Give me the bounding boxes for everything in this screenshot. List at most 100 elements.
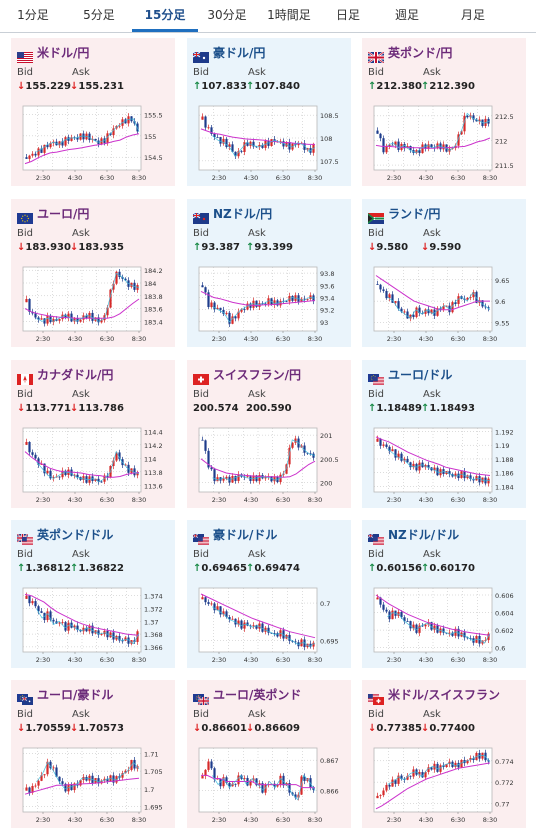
tab-8[interactable]: 月足 xyxy=(460,8,485,22)
candle-body xyxy=(436,763,439,772)
rate-card[interactable]: 米ドル/スイスフラン Bid Ask ↓0.77385 ↓0.77400 0.77 0.77… xyxy=(362,680,526,828)
candle-body xyxy=(31,785,34,793)
chart-container[interactable]: 200 200.5 201 2:30 4:30 6:30 8:30 xyxy=(193,422,345,510)
ask-value-number: 9.590 xyxy=(429,242,462,253)
moving-average-line xyxy=(24,777,140,795)
rate-card[interactable]: スイスフラン/円 Bid Ask 200.574 200.590 200 200.5 201 2… xyxy=(187,360,351,508)
chart-container[interactable]: 154.5 155 155.5 2:30 4:30 6:30 8:30 xyxy=(17,100,169,188)
candle-body xyxy=(219,606,222,615)
tab-2[interactable]: 5分足 xyxy=(83,8,115,22)
candle-body xyxy=(210,302,213,308)
tab-1[interactable]: 1分足 xyxy=(17,8,49,22)
chart-container[interactable]: 1.184 1.186 1.188 1.19 1.192 2:30 4:30 6:30 8:30 xyxy=(368,422,520,510)
candle-body xyxy=(243,622,246,629)
candle-body xyxy=(46,144,49,148)
ask-value: ↓1.70573 xyxy=(70,723,124,734)
chart-container[interactable]: 0.866 0.867 2:30 4:30 6:30 8:30 xyxy=(193,742,345,830)
x-tick-label: 2:30 xyxy=(387,816,402,824)
chart-container[interactable]: 9.55 9.6 9.65 2:30 4:30 6:30 8:30 xyxy=(368,261,520,349)
candle-body xyxy=(225,611,228,618)
tab-7[interactable]: 週足 xyxy=(394,8,419,22)
chart-container[interactable]: 183.4 183.6 183.8 184 184.2 2:30 4:30 6:30 8:30 xyxy=(17,261,169,349)
rate-card[interactable]: 豪ドル/円 Bid Ask ↑107.833 ↑107.840 107.5 108 108.5… xyxy=(187,38,351,186)
candle-body xyxy=(385,609,388,612)
y-tick-label: 0.867 xyxy=(320,757,339,765)
candle-body xyxy=(76,474,79,478)
rate-card[interactable]: ユーロ/英ポンド Bid Ask ↓0.86601 ↓0.86609 0.866 0.867… xyxy=(187,680,351,828)
y-tick-label: 1.192 xyxy=(495,428,514,436)
rate-card[interactable]: NZドル/円 Bid Ask ↑93.387 ↑93.399 93 93.2 93.4 93.6… xyxy=(187,199,351,347)
rate-card[interactable]: 英ポンド/ドル Bid Ask ↑1.36812 ↑1.36822 1.366 1.368 1… xyxy=(11,520,175,668)
pair-title[interactable]: スイスフラン/円 xyxy=(213,368,302,382)
tab-6[interactable]: 日足 xyxy=(335,8,360,22)
y-tick-label: 155 xyxy=(144,133,156,141)
pair-title[interactable]: 豪ドル/円 xyxy=(213,46,266,60)
tab-5[interactable]: 1時間足 xyxy=(267,8,311,22)
candle-body xyxy=(118,125,121,127)
ask-value: ↓155.231 xyxy=(70,81,124,92)
candle-body xyxy=(388,446,391,452)
pair-title[interactable]: カナダドル/円 xyxy=(37,368,114,382)
chart-container[interactable]: 93 93.2 93.4 93.6 93.8 2:30 4:30 6:30 8:30 xyxy=(193,261,345,349)
x-tick-label: 4:30 xyxy=(244,656,259,664)
candle-body xyxy=(451,632,454,636)
arrow-down-icon: ↓ xyxy=(70,242,79,253)
chart-container[interactable]: 211.5 212 212.5 2:30 4:30 6:30 8:30 xyxy=(368,100,520,188)
pair-title[interactable]: 米ドル/円 xyxy=(37,46,90,60)
price-line xyxy=(212,606,316,648)
pair-title[interactable]: 英ポンド/円 xyxy=(388,46,453,60)
chart-container[interactable]: 113.6 113.8 114 114.2 114.4 2:30 4:30 6:30 8:30 xyxy=(17,422,169,510)
pair-title[interactable]: ユーロ/英ポンド xyxy=(213,688,302,702)
pair-title[interactable]: ランド/円 xyxy=(388,207,441,221)
candle-body xyxy=(213,768,216,780)
pair-title[interactable]: ユーロ/円 xyxy=(37,207,90,221)
candle-body xyxy=(31,153,34,156)
price-chart: 154.5 155 155.5 2:30 4:30 6:30 8:30 xyxy=(22,105,163,182)
chart-container[interactable]: 0.695 0.7 2:30 4:30 6:30 8:30 xyxy=(193,582,345,670)
candle-body xyxy=(397,453,400,458)
rate-card[interactable]: ユーロ/豪ドル Bid Ask ↓1.70559 ↓1.70573 1.695 1.7 1.7… xyxy=(11,680,175,828)
pair-title[interactable]: NZドル/円 xyxy=(213,207,273,221)
pair-title[interactable]: 米ドル/スイスフラン xyxy=(388,688,501,702)
candle-body xyxy=(64,783,67,792)
tab-3[interactable]: 15分足 xyxy=(132,0,198,32)
pair-title[interactable]: NZドル/ドル xyxy=(388,528,460,542)
chart-container[interactable]: 1.366 1.368 1.37 1.372 1.374 2:30 4:30 6:30 8:30 xyxy=(17,582,169,670)
pair-title[interactable]: 英ポンド/ドル xyxy=(37,528,114,542)
price-chart: 93 93.2 93.4 93.6 93.8 2:30 4:30 6:30 8:30 xyxy=(198,266,334,343)
pair-title[interactable]: ユーロ/豪ドル xyxy=(37,688,114,702)
candle-body xyxy=(52,619,55,622)
chart-container[interactable]: 1.695 1.7 1.705 1.71 2:30 4:30 6:30 8:30 xyxy=(17,742,169,830)
candle-body xyxy=(282,473,285,475)
arrow-down-icon: ↓ xyxy=(368,723,377,734)
rate-card[interactable]: ユーロ/ドル Bid Ask ↑1.18489 ↑1.18493 1.184 1.186 1.… xyxy=(362,360,526,508)
candle-body xyxy=(201,116,204,120)
bid-value: ↓0.86601 xyxy=(193,723,247,734)
candle-body xyxy=(100,481,103,483)
candle-body xyxy=(457,134,460,146)
candle-body xyxy=(385,444,388,447)
pair-title[interactable]: 豪ドル/ドル xyxy=(213,528,278,542)
candle-body xyxy=(427,464,430,468)
chart-container[interactable]: 0.77 0.772 0.774 2:30 4:30 6:30 8:30 xyxy=(368,742,520,830)
candle-body xyxy=(106,307,109,316)
x-tick-label: 6:30 xyxy=(276,335,291,343)
bid-value-number: 200.574 xyxy=(193,403,239,414)
rate-card[interactable]: ランド/円 Bid Ask ↓9.580 ↓9.590 9.55 9.6 9.65 2:30 4:… xyxy=(362,199,526,347)
pair-title[interactable]: ユーロ/ドル xyxy=(388,368,453,382)
candle-body xyxy=(112,283,115,290)
rate-card[interactable]: NZドル/ドル Bid Ask ↑0.60156 ↑0.60170 0.6 0.602 0.6… xyxy=(362,520,526,668)
chart-container[interactable]: 0.6 0.602 0.604 0.606 2:30 4:30 6:30 8:30 xyxy=(368,582,520,670)
rate-card[interactable]: 英ポンド/円 Bid Ask ↑212.380 ↑212.390 211.5 212 212.… xyxy=(362,38,526,186)
candle-body xyxy=(433,467,436,471)
tab-4[interactable]: 30分足 xyxy=(207,8,247,22)
candle-body xyxy=(121,640,124,642)
candle-body xyxy=(457,473,460,479)
y-tick-label: 211.5 xyxy=(495,162,514,170)
rate-card[interactable]: ユーロ/円 Bid Ask ↓183.930 ↓183.935 183.4 183.6 183… xyxy=(11,199,175,347)
chart-container[interactable]: 107.5 108 108.5 2:30 4:30 6:30 8:30 xyxy=(193,100,345,188)
rate-card[interactable]: 豪ドル/ドル Bid Ask ↑0.69465 ↑0.69474 0.695 0.7 2:30… xyxy=(187,520,351,668)
rate-card[interactable]: 米ドル/円 Bid Ask ↓155.229 ↓155.231 154.5 155 155.5… xyxy=(11,38,175,186)
candle-body xyxy=(385,785,388,791)
rate-card[interactable]: カナダドル/円 Bid Ask ↓113.771 ↓113.786 113.6 113.8 1… xyxy=(11,360,175,508)
